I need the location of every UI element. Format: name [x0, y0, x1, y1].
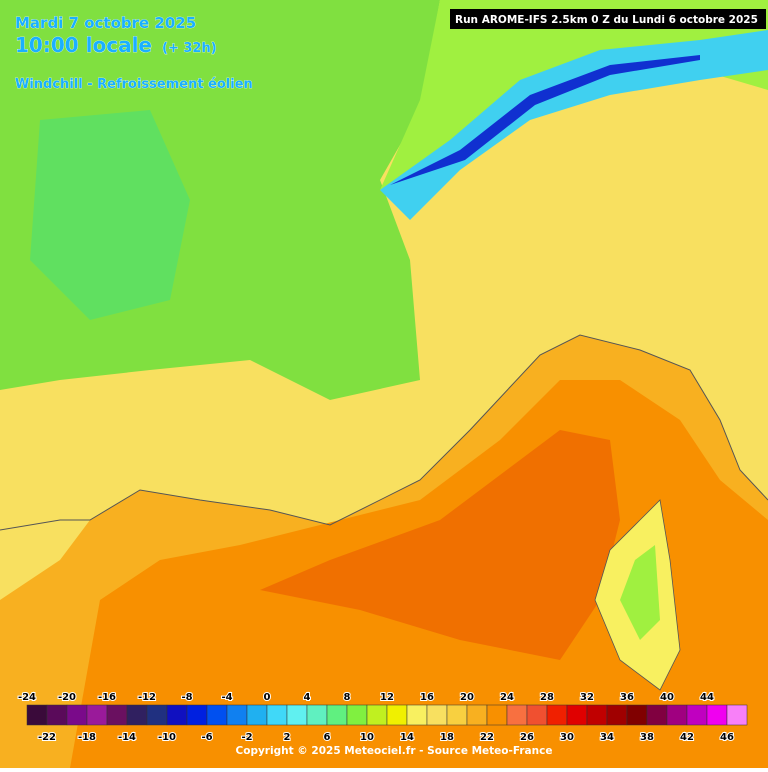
alps-peaks [390, 55, 700, 185]
legend-label: 34 [600, 732, 614, 743]
legend-label: 10 [360, 732, 374, 743]
legend-label: 14 [400, 732, 414, 743]
legend-label: 12 [380, 692, 394, 703]
legend-swatch [706, 704, 728, 726]
run-info: Run AROME-IFS 2.5km 0 Z du Lundi 6 octob… [455, 14, 758, 26]
legend-swatch [366, 704, 388, 726]
legend-label: 22 [480, 732, 494, 743]
parameter: Windchill - Refroissement éolien [15, 77, 253, 92]
legend-label: 32 [580, 692, 594, 703]
legend-swatch [686, 704, 708, 726]
legend-swatch [206, 704, 228, 726]
legend-swatch [606, 704, 628, 726]
legend-label: -8 [181, 692, 192, 703]
legend-label: -4 [221, 692, 232, 703]
alps [380, 30, 768, 220]
legend-label: 26 [520, 732, 534, 743]
legend-swatch [486, 704, 508, 726]
legend-swatch [226, 704, 248, 726]
legend-swatch [506, 704, 528, 726]
legend-label: 24 [500, 692, 514, 703]
legend-swatch [526, 704, 548, 726]
legend-label: 18 [440, 732, 454, 743]
lead: (+ 32h) [162, 41, 217, 56]
legend-label: -22 [38, 732, 56, 743]
legend-label: -14 [118, 732, 136, 743]
legend-swatch [726, 704, 748, 726]
legend-label: 40 [660, 692, 674, 703]
legend-swatch [166, 704, 188, 726]
legend-swatch [186, 704, 208, 726]
legend-swatch [426, 704, 448, 726]
legend-label: 42 [680, 732, 694, 743]
legend-label: 8 [344, 692, 351, 703]
legend-swatch [146, 704, 168, 726]
legend-label: 44 [700, 692, 714, 703]
legend-swatch [626, 704, 648, 726]
legend-swatch [666, 704, 688, 726]
legend-swatch [566, 704, 588, 726]
legend-swatch [406, 704, 428, 726]
legend-swatch [86, 704, 108, 726]
coastline [0, 334, 768, 531]
legend: -24 -20 -16 -12 -8 -4 0 4 8 12 16 20 24 28 32 36 40 44-22… [17, 691, 748, 744]
date: Mardi 7 octobre 2025 [15, 14, 196, 32]
legend-swatch [266, 704, 288, 726]
legend-label: -12 [138, 692, 156, 703]
time: 10:00 locale [15, 33, 152, 57]
legend-swatch [306, 704, 328, 726]
legend-swatch [26, 704, 48, 726]
legend-swatch [586, 704, 608, 726]
legend-label: 6 [324, 732, 331, 743]
legend-swatch [326, 704, 348, 726]
legend-label: -18 [78, 732, 96, 743]
legend-swatch [66, 704, 88, 726]
corsica-mountains [620, 545, 660, 640]
legend-label: 46 [720, 732, 734, 743]
legend-swatch [286, 704, 308, 726]
legend-label: 4 [304, 692, 311, 703]
legend-swatch [106, 704, 128, 726]
legend-label: -20 [58, 692, 76, 703]
legend-swatch [126, 704, 148, 726]
legend-label: 20 [460, 692, 474, 703]
legend-label: 16 [420, 692, 434, 703]
legend-label: 30 [560, 732, 574, 743]
legend-label: 0 [264, 692, 271, 703]
legend-label: 28 [540, 692, 554, 703]
legend-swatch [246, 704, 268, 726]
legend-label: -10 [158, 732, 176, 743]
copyright: Copyright © 2025 Meteociel.fr - Source M… [236, 745, 553, 757]
legend-label: -16 [98, 692, 116, 703]
legend-swatch [446, 704, 468, 726]
legend-swatch [546, 704, 568, 726]
legend-swatch [386, 704, 408, 726]
legend-label: 2 [284, 732, 291, 743]
sea-warm [260, 430, 620, 660]
legend-swatch [466, 704, 488, 726]
legend-swatch [46, 704, 68, 726]
legend-label: 36 [620, 692, 634, 703]
legend-swatch [346, 704, 368, 726]
legend-label: 38 [640, 732, 654, 743]
legend-swatch [646, 704, 668, 726]
run-box [450, 9, 766, 29]
legend-label: -6 [201, 732, 212, 743]
legend-label: -24 [18, 692, 36, 703]
legend-label: -2 [241, 732, 252, 743]
land-cold [30, 110, 190, 320]
